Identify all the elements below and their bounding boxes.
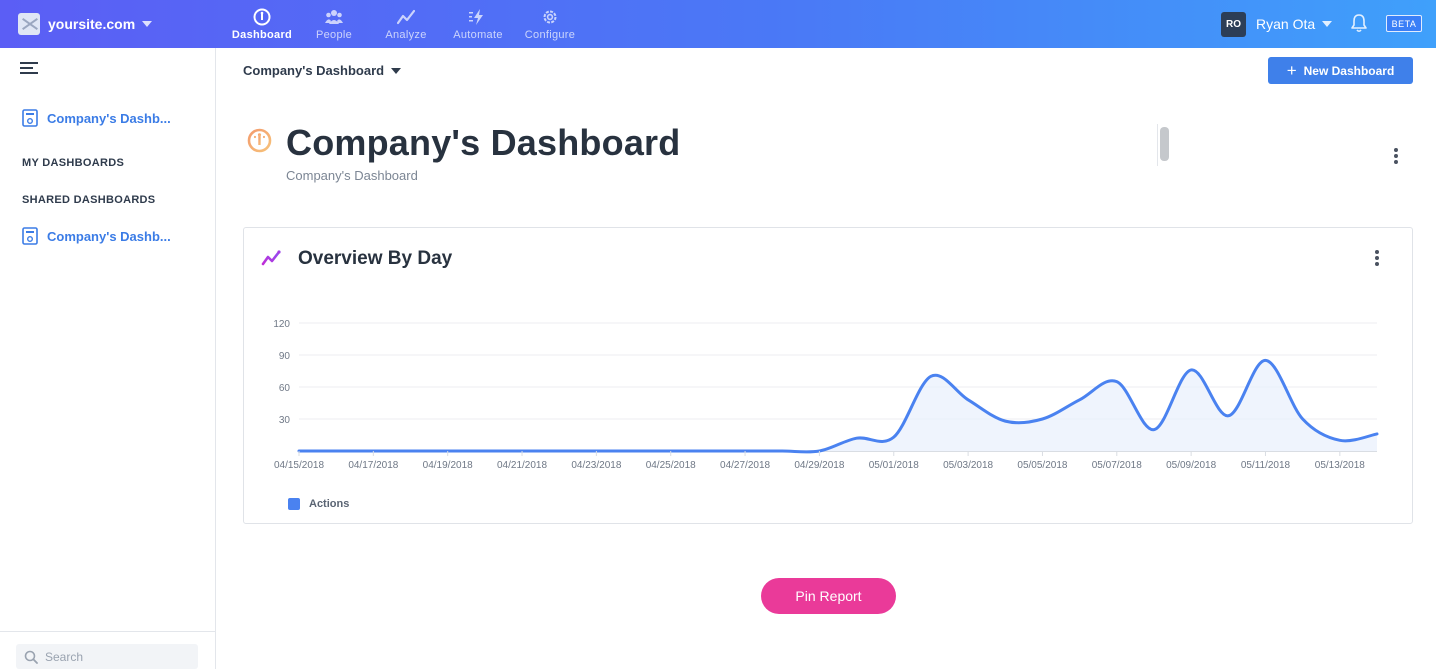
x-tick-label: 05/03/2018 [943,460,993,471]
my-dashboards-heading: MY DASHBOARDS [22,157,125,169]
nav-analyze[interactable]: Analyze [370,0,442,48]
dashboard-more-icon[interactable] [1394,148,1398,164]
y-tick-label: 90 [279,351,291,362]
people-icon [325,9,343,24]
report-title: Overview By Day [298,248,453,269]
nav-automate-label: Automate [453,28,503,41]
x-tick-label: 05/01/2018 [869,460,919,471]
x-tick-label: 05/05/2018 [1017,460,1067,471]
y-tick-label: 120 [273,319,290,330]
sidebar-item-label: Company's Dashb... [47,110,171,126]
page-subtitle: Company's Dashboard [286,168,418,183]
series-line-actions [297,358,1379,454]
shared-dashboards-heading: SHARED DASHBOARDS [22,194,156,206]
sidebar-item-label: Company's Dashb... [47,228,171,244]
trend-line-icon [261,250,281,266]
nav-configure[interactable]: Configure [514,0,586,48]
top-bar: yoursite.com Dashboard People Analyze Au… [0,0,1436,48]
y-tick-label: 30 [279,415,291,426]
bell-icon[interactable] [1350,13,1368,33]
search-placeholder: Search [45,649,84,664]
search-icon [24,650,38,664]
chevron-down-icon [142,21,153,27]
user-menu[interactable]: RO Ryan Ota [1221,11,1333,37]
dashboard-gauge-icon [253,8,271,25]
nav-automate[interactable]: Automate [442,0,514,48]
nav-analyze-label: Analyze [385,28,427,41]
menu-icon[interactable] [20,62,38,76]
analyze-trend-icon [397,9,415,24]
chart-legend[interactable]: Actions [288,498,349,510]
main-nav: Dashboard People Analyze Automate Config… [226,0,586,48]
scrollbar-track [1157,124,1158,166]
nav-people[interactable]: People [298,0,370,48]
site-selector[interactable]: yoursite.com [18,12,153,36]
legend-swatch [288,498,300,510]
search-input[interactable]: Search [16,644,198,669]
site-name: yoursite.com [48,16,136,32]
sidebar: Company's Dashb... MY DASHBOARDS SHARED … [0,48,216,669]
beta-badge[interactable]: BETA [1386,15,1422,32]
new-dashboard-label: New Dashboard [1303,63,1395,78]
pin-report-label: Pin Report [795,588,862,604]
x-tick-label: 04/23/2018 [571,460,621,471]
nav-people-label: People [315,28,353,41]
x-tick-label: 04/17/2018 [348,460,398,471]
avatar: RO [1221,11,1246,37]
breadcrumb: Company's Dashboard [243,63,385,78]
x-tick-label: 05/13/2018 [1315,460,1365,471]
dashboard-selector[interactable]: Company's Dashboard [243,63,402,78]
x-tick-label: 04/21/2018 [497,460,547,471]
scrollbar-thumb[interactable] [1160,127,1169,161]
x-tick-label: 04/27/2018 [720,460,770,471]
new-dashboard-button[interactable]: + New Dashboard [1268,57,1413,84]
x-tick-label: 04/25/2018 [646,460,696,471]
chevron-down-icon [391,67,402,74]
user-name: Ryan Ota [1256,16,1316,32]
nav-dashboard[interactable]: Dashboard [226,0,298,48]
pin-report-button[interactable]: Pin Report [761,578,896,614]
dashboard-doc-icon [22,109,38,127]
x-tick-label: 04/15/2018 [274,460,324,471]
report-card: Overview By Day 30 60 90 120 04/15/2018 04/17… [243,227,1413,524]
dashboard-doc-icon [22,227,38,245]
dashboard-gauge-icon [247,128,272,153]
automate-bolt-icon [469,8,483,25]
x-tick-label: 05/07/2018 [1092,460,1142,471]
gear-icon [543,10,557,23]
divider [0,631,215,632]
chevron-down-icon [1322,21,1333,27]
nav-dashboard-label: Dashboard [231,28,293,41]
x-tick-label: 04/19/2018 [423,460,473,471]
x-tick-label: 05/09/2018 [1166,460,1216,471]
site-logo-icon [18,13,40,35]
plus-icon: + [1286,61,1297,80]
legend-label: Actions [309,498,350,510]
report-more-icon[interactable] [1375,250,1379,266]
nav-configure-label: Configure [524,28,576,41]
x-tick-label: 05/11/2018 [1241,460,1291,471]
page-title: Company's Dashboard [286,122,681,163]
sidebar-item-shared-dashboard[interactable]: Company's Dashb... [22,227,171,245]
sidebar-item-pinned-dashboard[interactable]: Company's Dashb... [22,109,171,127]
line-chart: 30 60 90 120 04/15/2018 04/17/2018 04/19/2018 0… [273,319,1379,471]
x-tick-label: 04/29/2018 [794,460,844,471]
series-area [299,360,1377,452]
y-tick-label: 60 [279,383,291,394]
